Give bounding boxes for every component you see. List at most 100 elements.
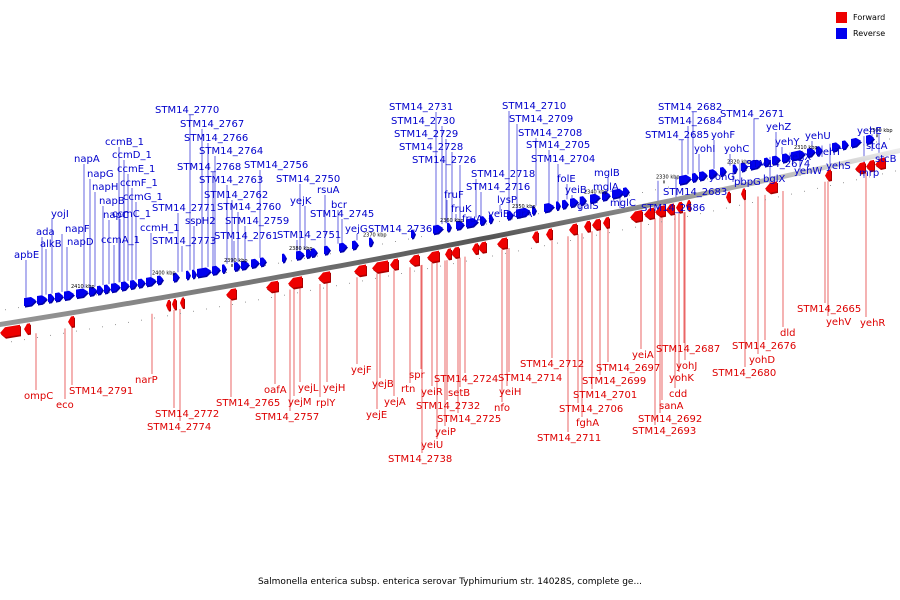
reverse-feature-44	[544, 203, 554, 212]
gene-label-yehV: yehV	[826, 317, 851, 328]
ruler-dot	[583, 237, 584, 239]
gene-label-ccmC_1: ccmC_1	[112, 209, 151, 220]
gene-label-yejM: yejM	[288, 397, 311, 408]
ruler-dot	[499, 220, 500, 222]
gene-label-STM14_2714: STM14_2714	[498, 373, 562, 384]
ruler-dot	[310, 289, 311, 291]
gene-label-napD: napD	[67, 237, 94, 248]
gene-label-STM14_2774: STM14_2774	[147, 422, 211, 433]
gene-label-STM14_2764: STM14_2764	[199, 146, 263, 157]
gene-label-ccmA_1: ccmA_1	[101, 235, 140, 246]
ruler-dot	[76, 330, 77, 332]
ruler-dot	[128, 321, 129, 323]
reverse-feature-61	[764, 157, 770, 167]
gene-label-yehZ: yehZ	[766, 122, 791, 133]
gene-label-STM14_2665: STM14_2665	[797, 304, 861, 315]
gene-label-alkB: alkB	[40, 239, 62, 250]
reverse-feature-49	[590, 193, 600, 203]
ruler-dot	[330, 253, 331, 255]
ruler-dot	[518, 250, 519, 252]
gene-label-STM14_2687: STM14_2687	[656, 344, 720, 355]
gene-label-fruA: fruA	[462, 214, 483, 225]
ruler-dot	[752, 202, 753, 203]
forward-feature-29	[655, 205, 665, 217]
gene-label-folE: folE	[557, 174, 576, 185]
ruler-dot	[440, 265, 441, 267]
ruler-dot	[141, 319, 142, 321]
reverse-feature-36	[447, 222, 451, 232]
ruler-dot	[245, 301, 246, 303]
gene-label-rsuA: rsuA	[317, 185, 340, 196]
ruler-dot	[395, 241, 396, 242]
ruler-dot	[512, 218, 513, 220]
reverse-feature-2	[37, 295, 47, 304]
gene-label-cirA: cirA	[513, 209, 532, 220]
ruler-dot	[687, 215, 688, 217]
ruler-dot	[889, 138, 890, 140]
backbone	[0, 148, 900, 327]
reverse-feature-62	[772, 155, 780, 165]
ruler-dot	[193, 310, 194, 312]
reverse-feature-19	[197, 267, 211, 277]
reverse-feature-23	[241, 260, 249, 270]
ruler-dot	[291, 260, 292, 262]
ruler-dot	[492, 255, 493, 257]
forward-feature-16	[445, 248, 451, 259]
gene-label-STM14_2716: STM14_2716	[466, 182, 530, 193]
reverse-feature-40	[489, 214, 493, 223]
gene-label-yeiB: yeiB	[565, 185, 587, 196]
reverse-feature-48	[580, 196, 586, 205]
reverse-feature-63	[782, 153, 790, 163]
reverse-feature-10	[111, 283, 120, 292]
gene-label-lysP: lysP	[497, 195, 517, 206]
reverse-feature-38	[466, 218, 478, 228]
ruler-dot	[850, 147, 851, 149]
ruler-dot	[544, 245, 545, 247]
gene-label-napB: napB	[99, 196, 125, 207]
gene-label-STM14_2730: STM14_2730	[391, 116, 455, 127]
reverse-feature-58	[733, 164, 737, 173]
gene-label-apbE: apbE	[14, 250, 39, 261]
reverse-feature-8	[97, 285, 103, 295]
reverse-feature-6	[76, 288, 88, 298]
gene-label-yejK: yejK	[290, 196, 312, 207]
ruler-dot	[317, 255, 318, 257]
ruler-dot	[726, 207, 727, 209]
gene-label-STM14_2684: STM14_2684	[658, 116, 722, 127]
gene-label-bglX: bglX	[763, 174, 785, 185]
ruler-dot	[304, 257, 305, 259]
reverse-feature-17	[186, 270, 190, 279]
ruler-dot	[278, 262, 279, 264]
reverse-feature-32	[352, 240, 358, 250]
forward-feature-9	[288, 276, 302, 288]
ruler-dot	[674, 218, 675, 220]
gene-label-STM14_2709: STM14_2709	[509, 114, 573, 125]
reverse-feature-27	[296, 250, 304, 260]
reverse-feature-45	[556, 201, 560, 210]
gene-label-mglA: mglA	[593, 182, 619, 193]
forward-feature-27	[630, 210, 642, 222]
gene-label-yejE: yejE	[366, 410, 387, 421]
gene-label-STM14_2763: STM14_2763	[199, 175, 263, 186]
gene-label-STM14_2701: STM14_2701	[573, 390, 637, 401]
reverse-feature-39	[480, 216, 486, 225]
gene-label-mglC: mglC	[610, 198, 636, 209]
reverse-feature-33	[369, 237, 373, 246]
forward-feature-36	[825, 169, 831, 181]
gene-label-yejB: yejB	[372, 379, 394, 390]
gene-label-yeiU: yeiU	[421, 440, 443, 451]
gene-label-yehS: yehS	[826, 161, 851, 172]
forward-feature-38	[866, 159, 874, 171]
ruler-dot	[226, 272, 227, 273]
gene-label-STM14_2683: STM14_2683	[663, 187, 727, 198]
reverse-feature-13	[138, 278, 145, 288]
gene-label-yohF: yohF	[711, 130, 735, 141]
reverse-feature-43	[532, 206, 536, 215]
ruler-dot	[856, 179, 857, 181]
reverse-feature-26	[282, 253, 286, 262]
reverse-feature-57	[720, 167, 726, 176]
ruler-dot	[369, 245, 370, 247]
ruler-dot	[447, 231, 448, 233]
ruler-dot	[707, 178, 708, 180]
gene-label-mrp: mrp	[859, 168, 879, 179]
